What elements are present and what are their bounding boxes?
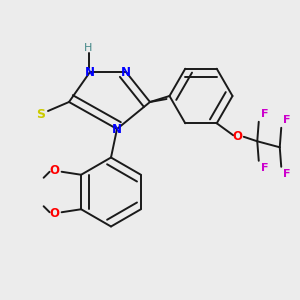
Text: N: N (85, 65, 95, 79)
Text: O: O (49, 207, 59, 220)
Text: O: O (233, 130, 243, 143)
Text: O: O (49, 164, 59, 177)
Text: F: F (261, 109, 268, 119)
Text: N: N (112, 122, 122, 136)
Text: F: F (261, 163, 268, 173)
Text: H: H (84, 43, 93, 53)
Text: N: N (121, 65, 131, 79)
Text: F: F (284, 115, 291, 125)
Text: S: S (36, 107, 45, 121)
Text: F: F (284, 169, 291, 179)
